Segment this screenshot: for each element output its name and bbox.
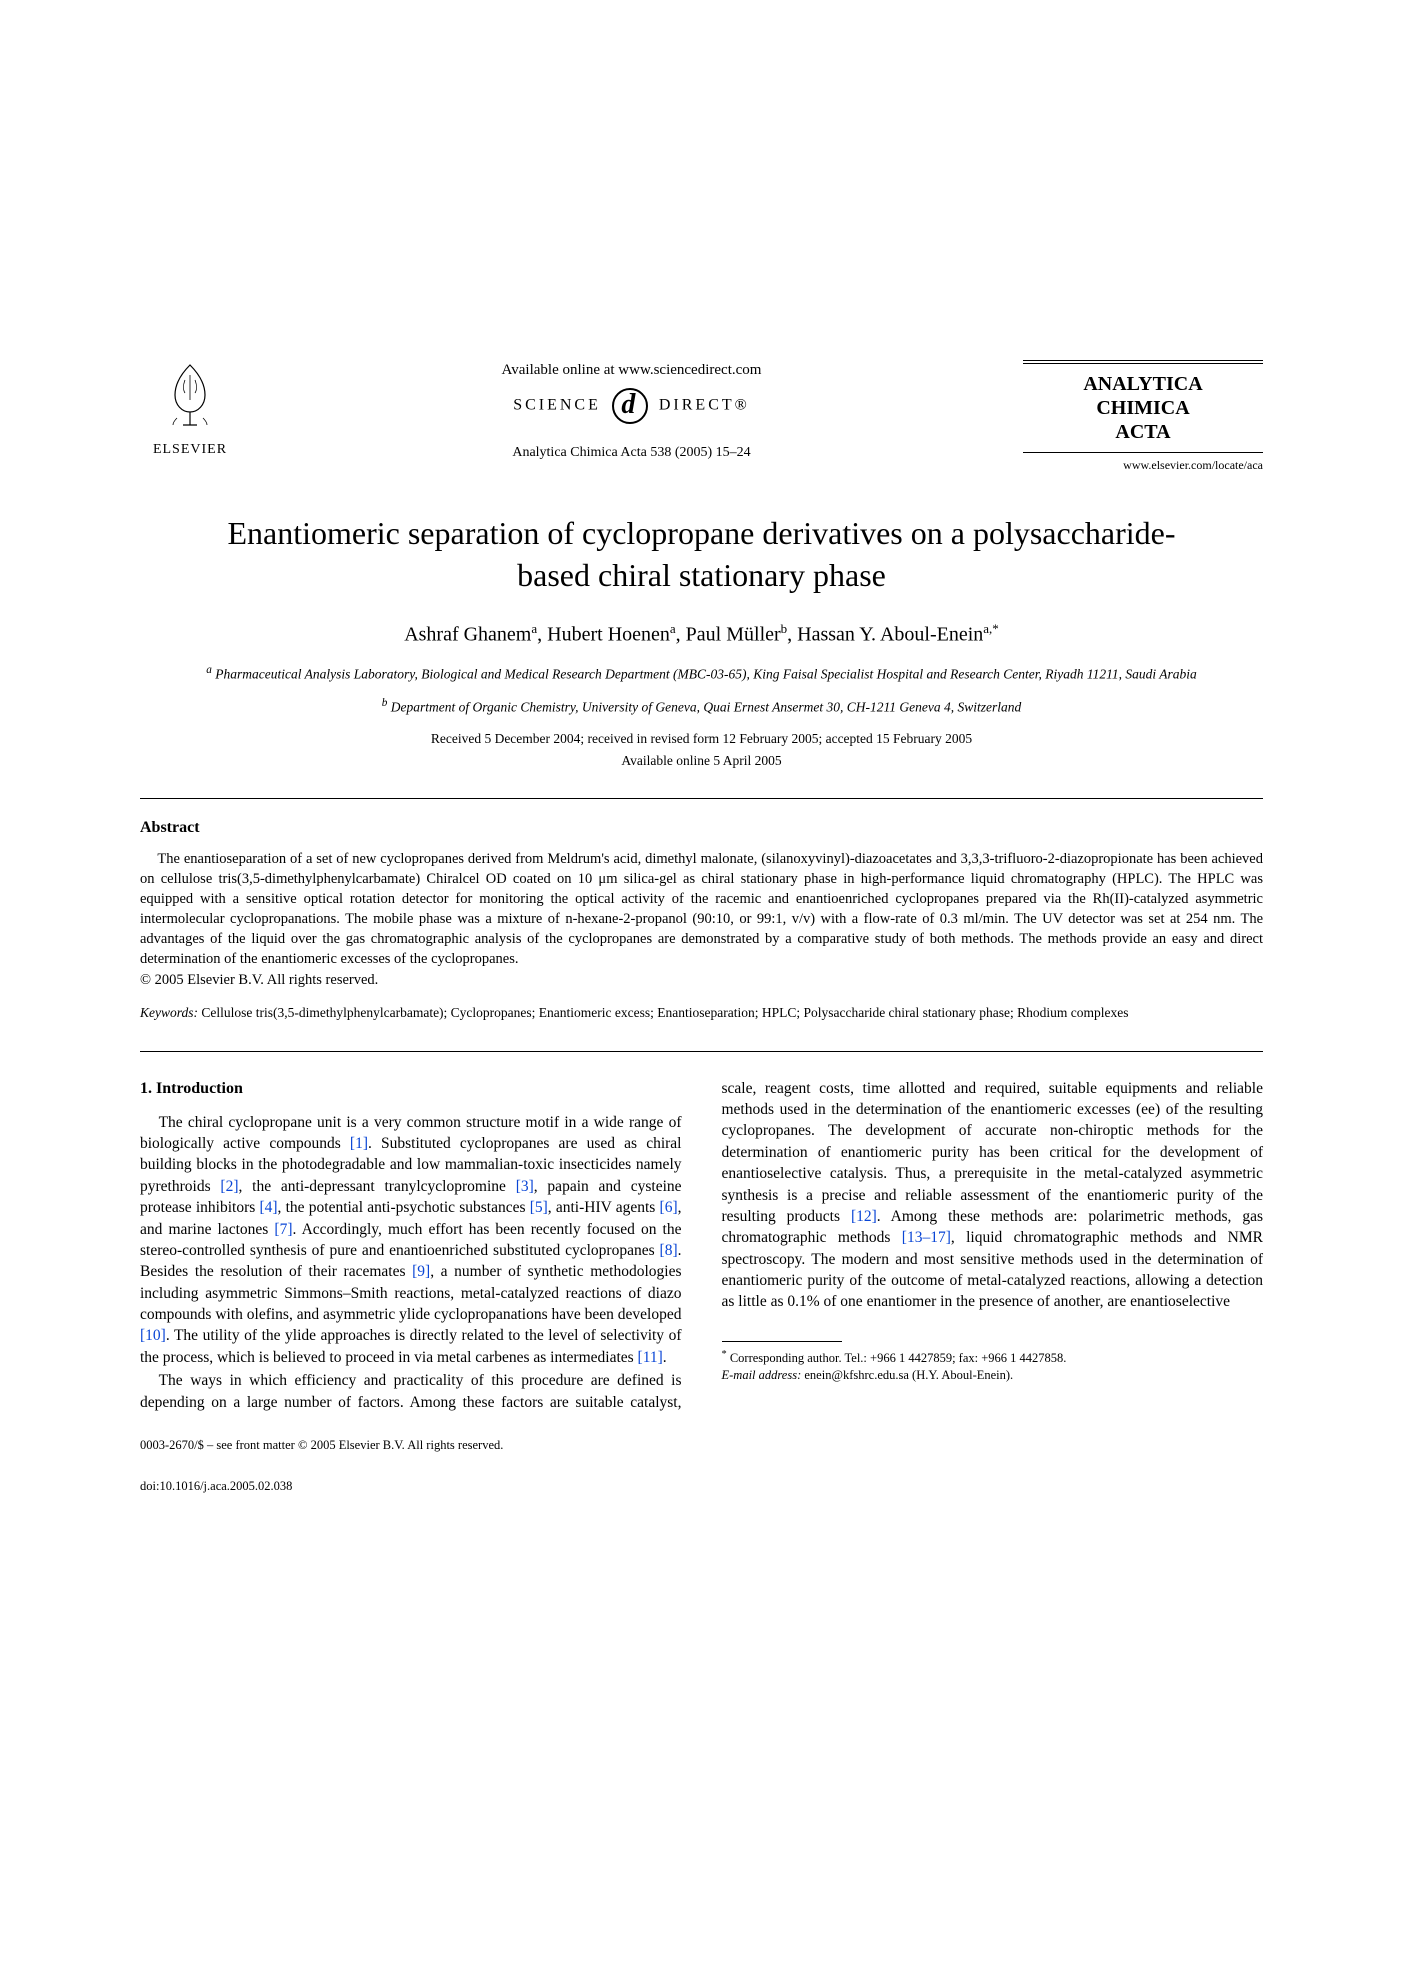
journal-block-wrap: ANALYTICA CHIMICA ACTA www.elsevier.com/… — [1023, 360, 1263, 473]
author-3-affil: b — [781, 621, 788, 636]
body-columns: 1. Introduction The chiral cyclopropane … — [140, 1078, 1263, 1413]
ref-7[interactable]: [7] — [274, 1221, 292, 1238]
intro-p1-k: . The utility of the ylide approaches is… — [166, 1327, 462, 1344]
intro-p1-c: , the anti-depressant tranylcyclopromine — [238, 1178, 515, 1195]
journal-name-1: ANALYTICA — [1023, 372, 1263, 396]
email-address: enein@kfshrc.edu.sa (H.Y. Aboul-Enein). — [801, 1368, 1013, 1382]
keywords-text: Cellulose tris(3,5-dimethylphenylcarbama… — [201, 1005, 1128, 1020]
separator-rule-2 — [140, 1051, 1263, 1052]
author-1-affil: a — [531, 621, 537, 636]
abstract-heading: Abstract — [140, 817, 1263, 839]
ref-13-17[interactable]: [13–17] — [902, 1229, 951, 1246]
abstract-text: The enantioseparation of a set of new cy… — [140, 849, 1263, 969]
article-title: Enantiomeric separation of cyclopropane … — [200, 513, 1203, 596]
ref-3[interactable]: [3] — [516, 1178, 534, 1195]
ref-12[interactable]: [12] — [851, 1208, 877, 1225]
online-date: Available online 5 April 2005 — [140, 752, 1263, 770]
affiliation-b: b Department of Organic Chemistry, Unive… — [140, 696, 1263, 717]
separator-rule-1 — [140, 798, 1263, 799]
ref-1[interactable]: [1] — [350, 1135, 368, 1152]
affiliation-a: a Pharmaceutical Analysis Laboratory, Bi… — [140, 663, 1263, 684]
section-1-heading: 1. Introduction — [140, 1078, 682, 1100]
ref-4[interactable]: [4] — [259, 1199, 277, 1216]
author-2-affil: a — [670, 621, 676, 636]
ref-11[interactable]: [11] — [638, 1349, 663, 1366]
ref-8[interactable]: [8] — [660, 1242, 678, 1259]
received-dates: Received 5 December 2004; received in re… — [140, 730, 1263, 748]
footnote-rule — [722, 1341, 842, 1342]
ref-9[interactable]: [9] — [412, 1263, 430, 1280]
intro-p1-e: , the potential anti-psychotic substance… — [278, 1199, 530, 1216]
keywords-line: Keywords: Cellulose tris(3,5-dimethylphe… — [140, 1004, 1263, 1022]
author-1: Ashraf Ghanem — [404, 624, 531, 646]
page-header: ELSEVIER Available online at www.science… — [140, 360, 1263, 473]
intro-paragraph-1: The chiral cyclopropane unit is a very c… — [140, 1112, 682, 1369]
corresponding-footnote: * Corresponding author. Tel.: +966 1 442… — [722, 1348, 1264, 1384]
journal-url: www.elsevier.com/locate/aca — [1023, 457, 1263, 473]
available-online-text: Available online at www.sciencedirect.co… — [260, 360, 1003, 380]
ref-2[interactable]: [2] — [220, 1178, 238, 1195]
sd-left: SCIENCE — [513, 397, 601, 414]
intro-p1-f: , anti-HIV agents — [548, 1199, 660, 1216]
author-3: Paul Müller — [686, 624, 781, 646]
affiliation-a-text: Pharmaceutical Analysis Laboratory, Biol… — [215, 667, 1197, 682]
sd-d-icon: d — [612, 388, 648, 424]
authors: Ashraf Ghanema, Hubert Hoenena, Paul Mül… — [140, 620, 1263, 649]
elsevier-logo-block: ELSEVIER — [140, 360, 240, 460]
author-4-star: * — [992, 621, 999, 636]
doi-line: doi:10.1016/j.aca.2005.02.038 — [140, 1478, 1263, 1495]
ref-5[interactable]: [5] — [530, 1199, 548, 1216]
journal-reference: Analytica Chimica Acta 538 (2005) 15–24 — [260, 444, 1003, 463]
sd-right: DIRECT® — [659, 397, 750, 414]
front-matter-line: 0003-2670/$ – see front matter © 2005 El… — [140, 1437, 1263, 1454]
header-center: Available online at www.sciencedirect.co… — [240, 360, 1023, 463]
ref-10[interactable]: [10] — [140, 1327, 166, 1344]
journal-title-block: ANALYTICA CHIMICA ACTA — [1023, 360, 1263, 453]
author-4-affil: a, — [983, 621, 992, 636]
journal-name-2: CHIMICA — [1023, 396, 1263, 420]
sciencedirect-logo: SCIENCE d DIRECT® — [260, 388, 1003, 424]
footnote-text: Corresponding author. Tel.: +966 1 44278… — [727, 1351, 1067, 1365]
author-2: Hubert Hoenen — [547, 624, 670, 646]
journal-name-3: ACTA — [1023, 420, 1263, 444]
elsevier-tree-icon — [155, 360, 225, 430]
copyright-line: © 2005 Elsevier B.V. All rights reserved… — [140, 971, 1263, 991]
author-4: Hassan Y. Aboul-Enein — [797, 624, 983, 646]
intro-col2-a2: . — [663, 1349, 667, 1366]
email-label: E-mail address: — [722, 1368, 802, 1382]
abstract-body: The enantioseparation of a set of new cy… — [140, 849, 1263, 969]
affiliation-b-text: Department of Organic Chemistry, Univers… — [391, 700, 1021, 715]
ref-6[interactable]: [6] — [660, 1199, 678, 1216]
keywords-label: Keywords: — [140, 1005, 198, 1020]
elsevier-label: ELSEVIER — [140, 441, 240, 460]
